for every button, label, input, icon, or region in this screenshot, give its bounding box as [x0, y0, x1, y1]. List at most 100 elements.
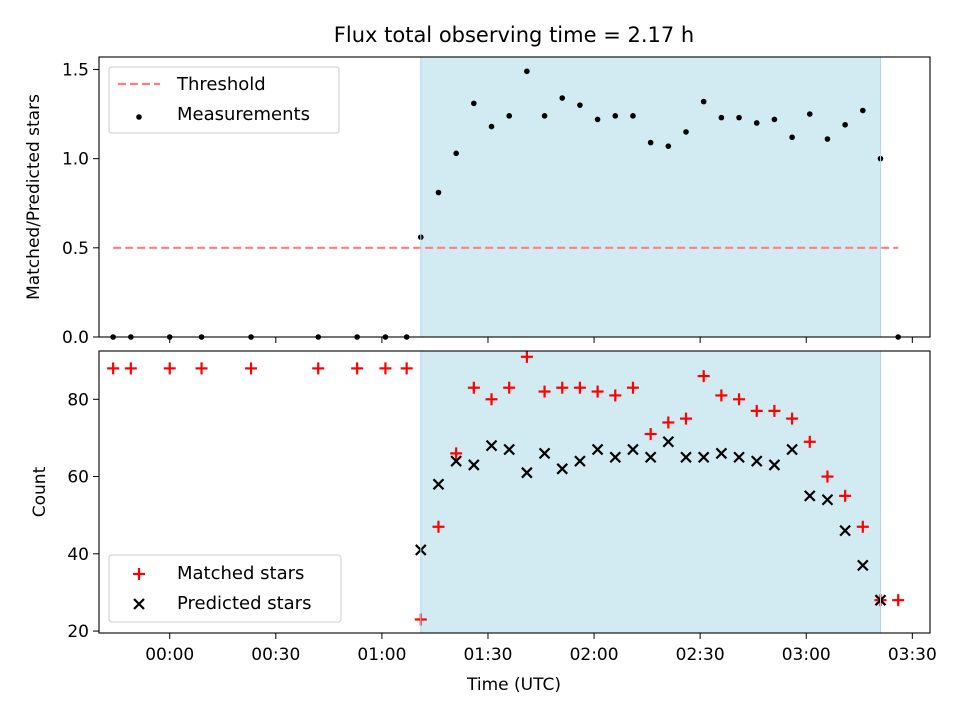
measurement-point [435, 189, 442, 196]
predicted-star-point [538, 447, 551, 460]
predicted-star-point [591, 443, 604, 456]
matched-star-point [591, 385, 604, 398]
measurement-point [824, 136, 831, 142]
matched-star-point [644, 428, 657, 441]
matched-star-point [715, 389, 728, 402]
x-tick-label: 03:00 [782, 645, 831, 665]
matched-star-point [856, 520, 869, 533]
predicted-star-point [697, 451, 710, 464]
matched-star-point [432, 520, 445, 533]
matched-star-point [520, 350, 533, 363]
matched-star-point [163, 362, 176, 375]
y-tick-label: 1.0 [62, 150, 89, 170]
measurement-point [700, 98, 707, 105]
matched-star-point [626, 381, 639, 394]
matched-star-point [768, 404, 781, 417]
top-legend: Threshold Measurements [108, 66, 340, 134]
matched-star-point [503, 381, 516, 394]
predicted-star-point [627, 443, 639, 456]
matched-star-point [107, 362, 120, 375]
matched-star-point [379, 362, 392, 375]
predicted-star-point [609, 451, 622, 464]
observing-window-shading [420, 351, 881, 633]
matched-star-point [485, 393, 498, 406]
legend-predicted-swatch [133, 598, 145, 610]
matched-star-point [662, 416, 675, 429]
top-y-axis-label: Matched/Predicted stars [24, 94, 44, 300]
predicted-star-point [857, 559, 869, 572]
y-tick-label: 1.5 [62, 60, 89, 80]
matched-star-point [573, 381, 586, 394]
matched-star-point [733, 393, 746, 406]
matched-star-point [609, 389, 622, 402]
measurement-point [471, 100, 477, 107]
predicted-star-point [521, 466, 533, 479]
x-tick-label: 00:00 [145, 645, 194, 665]
matched-star-point [538, 385, 551, 398]
matched-star-point [556, 381, 569, 394]
legend-threshold-label: Threshold [176, 74, 266, 95]
measurement-point [453, 150, 459, 157]
legend-matched-label: Matched stars [177, 563, 304, 584]
legend-predicted-label: Predicted stars [177, 593, 311, 614]
predicted-star-point [468, 459, 480, 471]
predicted-star-point [715, 447, 728, 460]
matched-star-point [892, 594, 905, 607]
legend-matched-swatch [133, 568, 145, 580]
top-legend-box [108, 66, 340, 134]
predicted-star-point [485, 439, 498, 452]
matched-star-point [400, 362, 413, 375]
predicted-star-point [432, 478, 445, 491]
bottom-plot-frame [98, 350, 931, 634]
y-tick-label: 0.5 [62, 239, 89, 259]
count-series [107, 350, 905, 626]
matched-star-point [750, 404, 763, 417]
y-tick-label: 80 [67, 390, 89, 410]
top-x-ticks [169, 337, 913, 343]
measurement-point [524, 68, 530, 75]
measurement-point [718, 114, 725, 121]
matched-star-point [195, 362, 208, 375]
matched-star-point [803, 435, 816, 448]
predicted-star-point [556, 463, 569, 475]
predicted-star-point [662, 436, 675, 448]
measurement-point [559, 95, 566, 101]
measurement-point [789, 134, 795, 141]
top-plot-panel: 0.0 0.5 1.0 1.5 Flux total observing time =… [24, 23, 931, 348]
measurement-point [683, 129, 689, 135]
bottom-plot-panel: 00:00 00:30 01:00 01:30 02:00 02:30 03:00 03:30… [30, 350, 937, 695]
predicted-star-point [644, 451, 657, 464]
matched-star-point [821, 470, 834, 483]
matched-star-point [245, 362, 258, 375]
y-tick-label: 60 [67, 468, 89, 488]
bottom-y-axis-label: Count [30, 466, 50, 517]
measurement-point [577, 102, 583, 108]
measurement-point [541, 113, 548, 119]
top-y-ticks: 0.0 0.5 1.0 1.5 [62, 60, 99, 348]
bottom-y-ticks: 20 40 60 80 [67, 390, 99, 642]
measurement-point [753, 120, 760, 126]
predicted-star-point [574, 455, 586, 467]
x-tick-label: 03:30 [888, 645, 937, 665]
matched-star-point [124, 362, 137, 375]
bottom-x-ticks: 00:00 00:30 01:00 01:30 02:00 02:30 03:00 03:30 [145, 633, 937, 665]
predicted-star-point [750, 455, 763, 467]
x-tick-label: 00:30 [251, 645, 300, 665]
predicted-star-point [786, 443, 798, 456]
matched-star-point [786, 412, 799, 425]
chart-title: Flux total observing time = 2.17 h [334, 23, 694, 47]
matched-star-point [839, 489, 852, 502]
predicted-star-point [821, 493, 834, 506]
legend-measurements-label: Measurements [177, 104, 310, 125]
measurement-point [806, 111, 813, 117]
x-tick-label: 02:30 [676, 645, 725, 665]
matched-star-point [697, 370, 710, 383]
predicted-star-point [680, 451, 692, 464]
observing-window-shading [420, 57, 881, 337]
measurement-point [647, 139, 654, 146]
measurement-point [860, 107, 866, 114]
predicted-star-point [450, 455, 462, 467]
x-tick-label: 02:00 [570, 645, 619, 665]
y-tick-label: 40 [67, 545, 89, 565]
